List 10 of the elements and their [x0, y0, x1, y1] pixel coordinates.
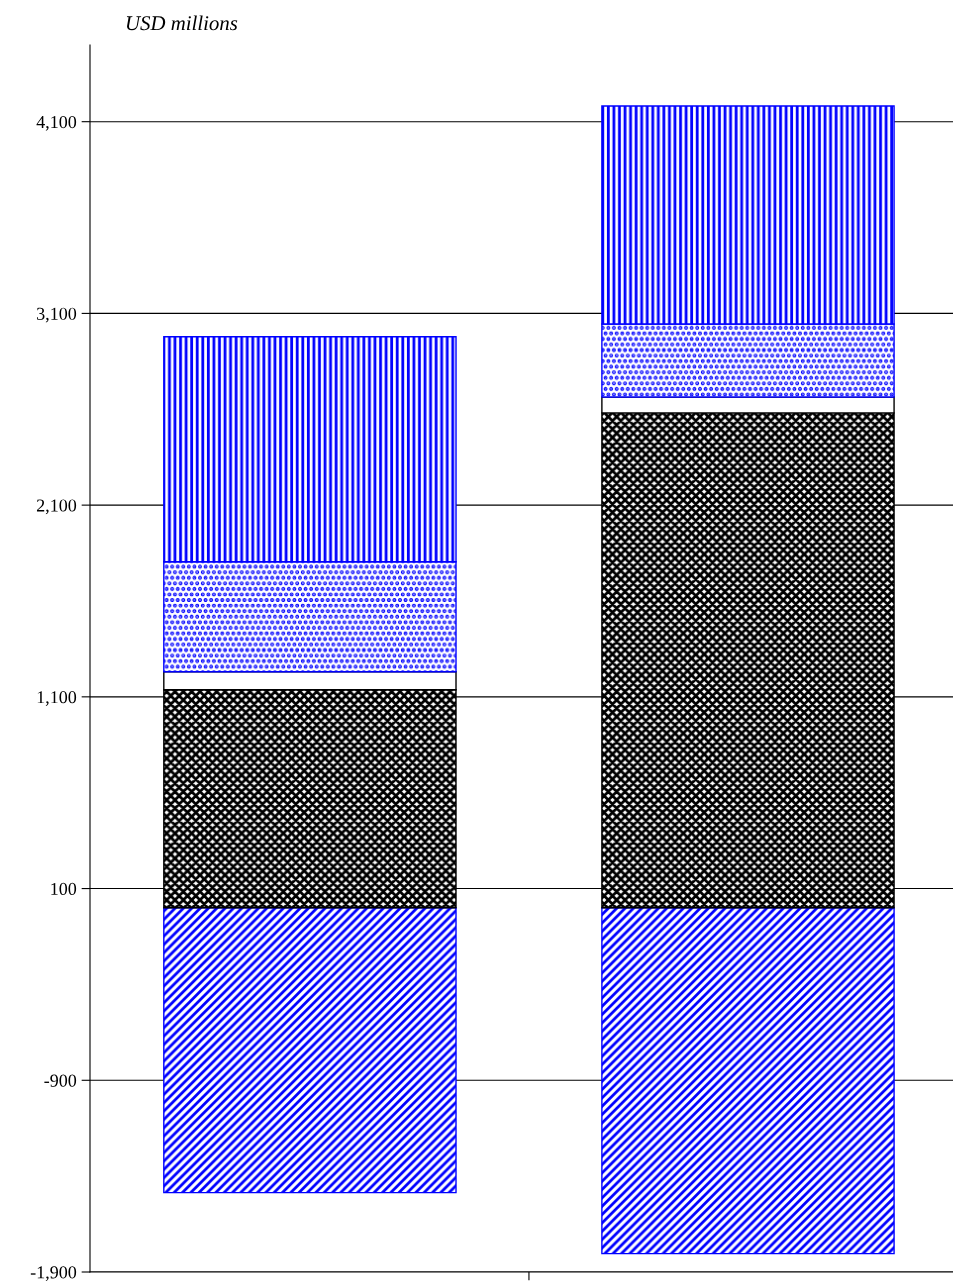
- bar: [601, 907, 895, 1255]
- chart-title: USD millions: [126, 15, 238, 31]
- bar: [163, 907, 457, 1194]
- y-tick-label: -1,900: [30, 1266, 77, 1282]
- y-tick-label: -900: [44, 1074, 77, 1087]
- y-tick-label: 4,100: [36, 115, 77, 131]
- y-tick-label: 2,100: [36, 499, 77, 515]
- y-tick-label: 1,100: [37, 691, 77, 706]
- y-tick-label: 100: [51, 882, 77, 895]
- y-tick-label: 3,100: [37, 307, 77, 323]
